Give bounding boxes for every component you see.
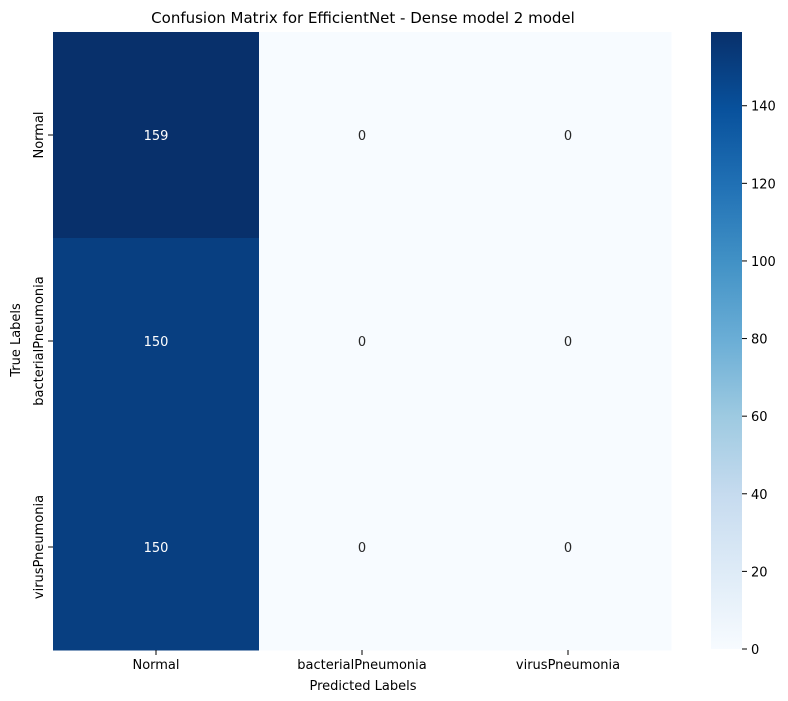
- cell-value-label: 150: [144, 541, 169, 556]
- x-tick-label: virusPneumonia: [516, 658, 620, 673]
- chart-title: Confusion Matrix for EfficientNet - Dens…: [151, 9, 575, 27]
- y-axis-ticks: Normal bacterialPneumonia virusPneumonia: [32, 111, 53, 599]
- x-axis-label: Predicted Labels: [309, 679, 416, 694]
- heatmap-cell-labels: 159 0 0 150 0 0 150 0 0: [144, 129, 573, 556]
- cell-value-label: 0: [564, 335, 572, 350]
- heatmap-cell: [53, 32, 260, 239]
- heatmap-cell: [465, 238, 672, 445]
- cell-value-label: 0: [358, 129, 366, 144]
- colorbar: [711, 32, 742, 649]
- cell-value-label: 0: [564, 541, 572, 556]
- heatmap-cell: [259, 444, 466, 651]
- heatmap-cell: [259, 32, 466, 239]
- cell-value-label: 0: [564, 129, 572, 144]
- heatmap-cell: [53, 444, 260, 651]
- colorbar-tick-label: 0: [751, 643, 759, 658]
- cell-value-label: 150: [144, 335, 169, 350]
- colorbar-ticks: 0 20 40 60 80 100 120 140: [742, 100, 776, 658]
- cell-value-label: 0: [358, 335, 366, 350]
- heatmap-cell: [259, 238, 466, 445]
- colorbar-tick-label: 140: [751, 100, 776, 115]
- y-tick-label: Normal: [32, 111, 47, 158]
- heatmap-cell: [53, 238, 260, 445]
- colorbar-tick-label: 100: [751, 255, 776, 270]
- colorbar-tick-label: 80: [751, 333, 768, 348]
- heatmap-cell: [465, 32, 672, 239]
- x-axis-ticks: Normal bacterialPneumonia virusPneumonia: [132, 650, 620, 673]
- y-tick-label: bacterialPneumonia: [32, 276, 47, 406]
- heatmap-cells: [53, 32, 672, 651]
- colorbar-tick-label: 60: [751, 410, 768, 425]
- colorbar-tick-label: 40: [751, 488, 768, 503]
- y-axis-label: True Labels: [9, 303, 24, 378]
- colorbar-tick-label: 20: [751, 565, 768, 580]
- y-tick-label: virusPneumonia: [32, 495, 47, 599]
- cell-value-label: 0: [358, 541, 366, 556]
- cell-value-label: 159: [144, 129, 169, 144]
- x-tick-label: bacterialPneumonia: [297, 658, 427, 673]
- x-tick-label: Normal: [132, 658, 179, 673]
- heatmap-cell: [465, 444, 672, 651]
- colorbar-tick-label: 120: [751, 177, 776, 192]
